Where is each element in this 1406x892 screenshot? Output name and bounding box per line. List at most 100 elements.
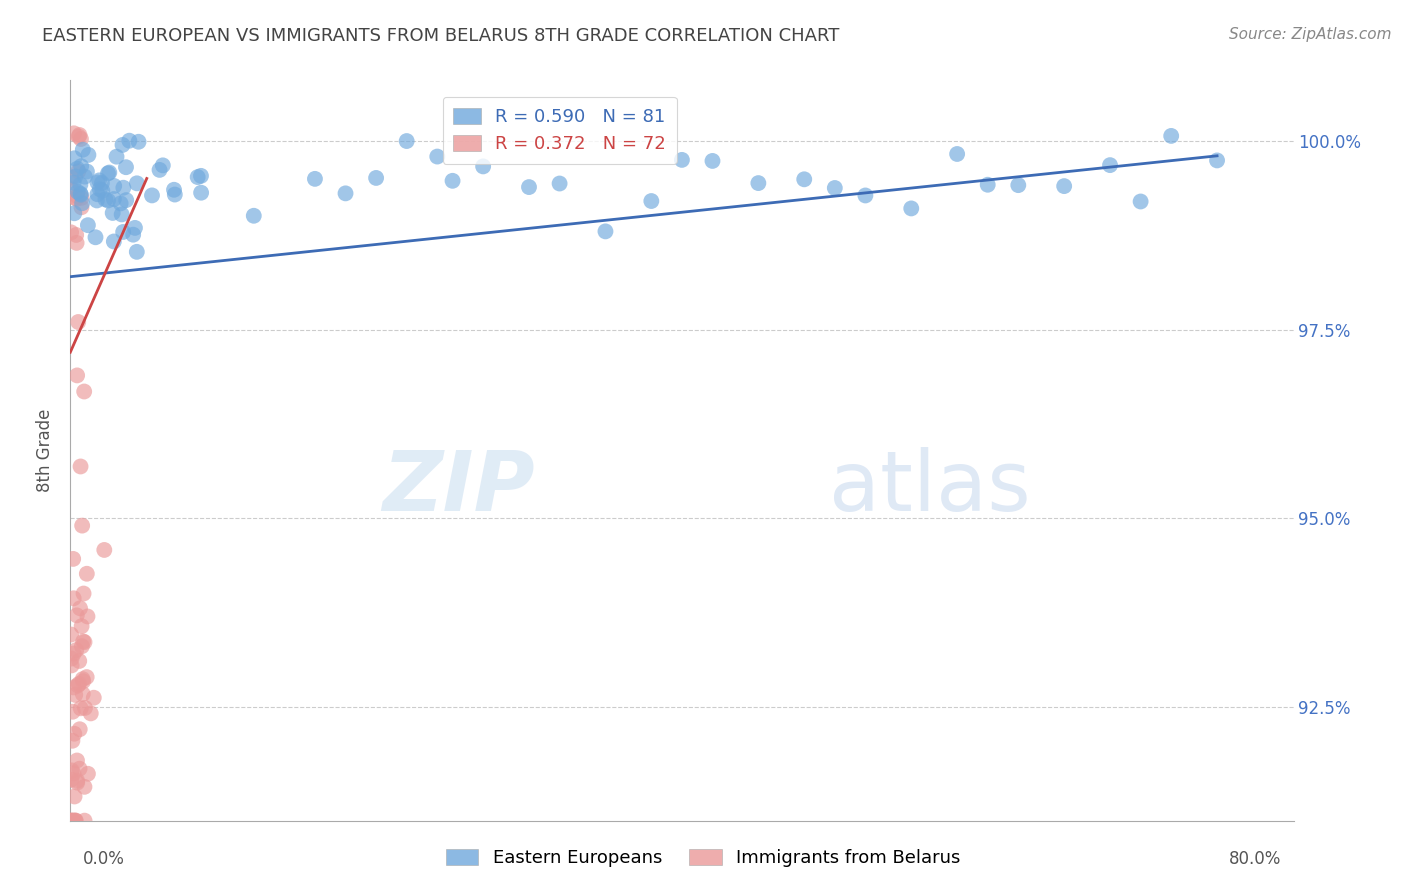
Point [122,227,145,242]
Point [77,766,100,780]
Point [62,766,84,780]
Text: EASTERN EUROPEAN VS IMMIGRANTS FROM BELARUS 8TH GRADE CORRELATION CHART: EASTERN EUROPEAN VS IMMIGRANTS FROM BELA… [42,27,839,45]
Point [84,230,107,244]
Point [73,635,96,649]
Point [98,165,121,179]
Point [190,169,212,183]
Point [66,161,89,176]
Point [112,225,135,239]
Point [163,187,186,202]
Point [60,226,83,240]
Point [76,670,98,684]
Point [124,220,146,235]
Point [77,218,100,232]
Text: ZIP: ZIP [382,447,536,528]
Point [1007,178,1029,193]
Point [103,178,125,193]
Point [62,552,84,566]
Point [304,172,326,186]
Point [62,647,84,661]
Point [76,609,98,624]
Point [70,200,93,214]
Point [72,586,94,600]
Point [163,183,186,197]
Point [67,677,90,691]
Point [793,172,815,186]
Point [640,194,662,208]
Point [76,164,98,178]
Point [66,678,89,692]
Point [66,608,89,623]
Point [73,701,96,715]
Point [70,187,93,202]
Point [73,780,96,794]
Point [69,178,91,192]
Point [472,160,495,174]
Point [1099,158,1122,172]
Point [60,814,83,828]
Point [67,129,90,144]
Point [976,178,998,192]
Point [152,158,174,172]
Point [63,126,86,140]
Point [83,690,105,705]
Point [73,814,96,828]
Point [62,681,84,695]
Point [65,688,87,702]
Point [93,543,115,558]
Point [148,162,170,177]
Point [67,654,90,668]
Point [63,206,86,220]
Point [94,192,117,206]
Point [70,159,93,173]
Point [118,134,141,148]
Point [69,128,91,142]
Point [70,196,93,211]
Point [62,705,84,719]
Legend: R = 0.590   N = 81, R = 0.372   N = 72: R = 0.590 N = 81, R = 0.372 N = 72 [443,96,676,164]
Point [125,177,148,191]
Point [90,176,112,190]
Point [125,244,148,259]
Point [66,189,89,203]
Point [548,177,571,191]
Point [60,627,83,641]
Point [60,814,83,828]
Point [115,160,138,174]
Point [101,206,124,220]
Point [426,150,449,164]
Point [63,814,86,828]
Point [91,184,114,198]
Point [65,643,87,657]
Point [395,134,418,148]
Point [73,169,96,184]
Point [60,764,83,778]
Point [66,185,89,199]
Point [67,164,90,178]
Point [65,191,87,205]
Point [103,235,125,249]
Point [115,193,138,207]
Point [60,814,83,828]
Point [60,733,83,747]
Point [702,153,724,168]
Point [111,207,134,221]
Point [190,186,212,200]
Point [335,186,357,201]
Point [60,170,83,185]
Point [66,775,89,789]
Point [69,762,91,776]
Point [97,194,120,208]
Point [60,658,83,673]
Point [1053,179,1076,194]
Point [70,619,93,633]
Point [1206,153,1229,168]
Point [63,727,86,741]
Point [128,135,150,149]
Point [65,814,87,828]
Point [243,209,266,223]
Point [441,174,464,188]
Point [72,674,94,689]
Point [86,187,108,202]
Point [900,202,922,216]
